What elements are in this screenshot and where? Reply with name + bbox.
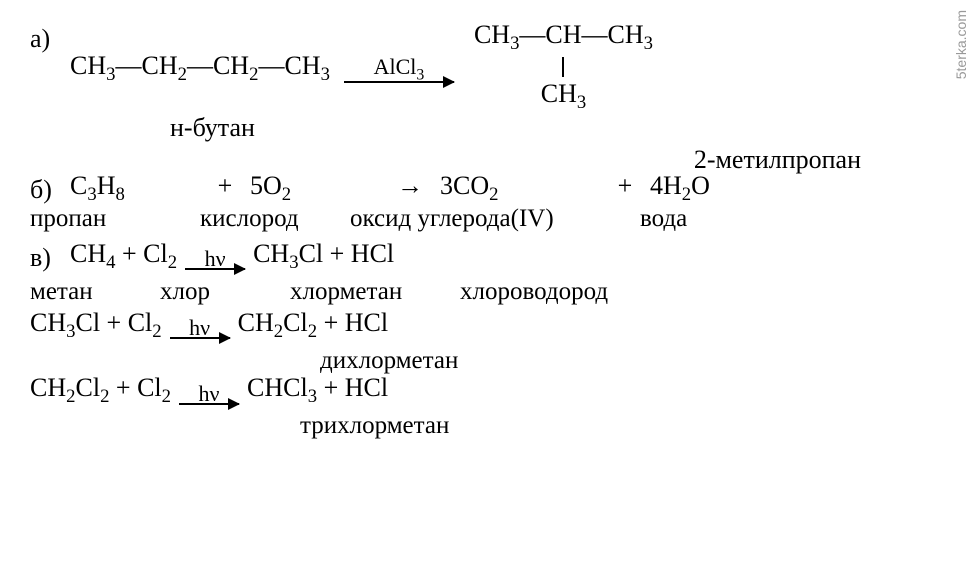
part-a-row: а) CH3—CH2—CH2—CH3 AlCl3 CH3—CH—CH3 CH3 — [30, 20, 941, 143]
part-b-label: б) — [30, 171, 70, 205]
product-name: 2-метилпропан — [694, 145, 861, 174]
condition-hv: hν — [205, 248, 226, 270]
caption-trichloromethane: трихлорметан — [300, 412, 449, 440]
caption-water: вода — [640, 205, 687, 233]
vertical-bond — [562, 57, 564, 77]
reaction-arrow: hν — [179, 377, 239, 405]
part-c-row1: в) CH4 + Cl2 hν CH3Cl + HCl — [30, 239, 941, 274]
part-c-row2: CH3Cl + Cl2 hν CH2Cl2 + HCl — [30, 308, 941, 343]
part-c-caption3: трихлорметан — [300, 412, 941, 440]
part-b-row: б) C3H8 + 5O2 → 3CO2 + 4H2O пропан кисло… — [30, 171, 941, 232]
group-ch3: CH — [284, 51, 320, 80]
reactant-chain: CH3—CH2—CH2—CH3 — [70, 47, 330, 86]
caption-chlorine: хлор — [160, 278, 290, 306]
caption-dichloromethane: дихлорметан — [320, 347, 458, 375]
catalyst-label: AlCl3 — [374, 56, 425, 83]
reactant-name: н-бутан — [170, 113, 255, 143]
watermark: 5terka.com — [953, 10, 969, 79]
reaction-arrow: hν — [170, 311, 230, 339]
caption-chloromethane: хлорметан — [290, 278, 460, 306]
caption-propane: пропан — [30, 205, 200, 233]
chlorination-eq1: CH4 + Cl2 hν CH3Cl + HCl — [70, 239, 941, 274]
part-c-captions1: метан хлор хлорметан хлороводород — [30, 278, 941, 306]
condition-hv: hν — [199, 383, 220, 405]
chlorination-eq2: CH3Cl + Cl2 hν CH2Cl2 + HCl — [30, 308, 941, 343]
caption-co2: оксид углерода(IV) — [350, 205, 640, 233]
combustion-equation: C3H8 + 5O2 → 3CO2 + 4H2O — [70, 171, 941, 206]
group-ch2: CH — [213, 51, 249, 80]
part-c-row3: CH2Cl2 + Cl2 hν CHCl3 + HCl — [30, 373, 941, 408]
condition-hv: hν — [189, 317, 210, 339]
caption-methane: метан — [30, 278, 160, 306]
product-structure: CH3—CH—CH3 CH3 — [474, 20, 653, 113]
part-b-captions: пропан кислород оксид углерода(IV) вода — [30, 205, 941, 233]
caption-oxygen: кислород — [200, 205, 350, 233]
reaction-arrow: AlCl3 — [344, 50, 454, 83]
reaction-arrow: hν — [185, 242, 245, 270]
part-a-label: а) — [30, 20, 70, 54]
part-c-label: в) — [30, 239, 70, 273]
group-ch3: CH — [70, 51, 106, 80]
chlorination-eq3: CH2Cl2 + Cl2 hν CHCl3 + HCl — [30, 373, 941, 408]
part-c-caption2: дихлорметан — [320, 347, 941, 375]
caption-hcl: хлороводород — [460, 278, 608, 306]
group-ch2: CH — [141, 51, 177, 80]
